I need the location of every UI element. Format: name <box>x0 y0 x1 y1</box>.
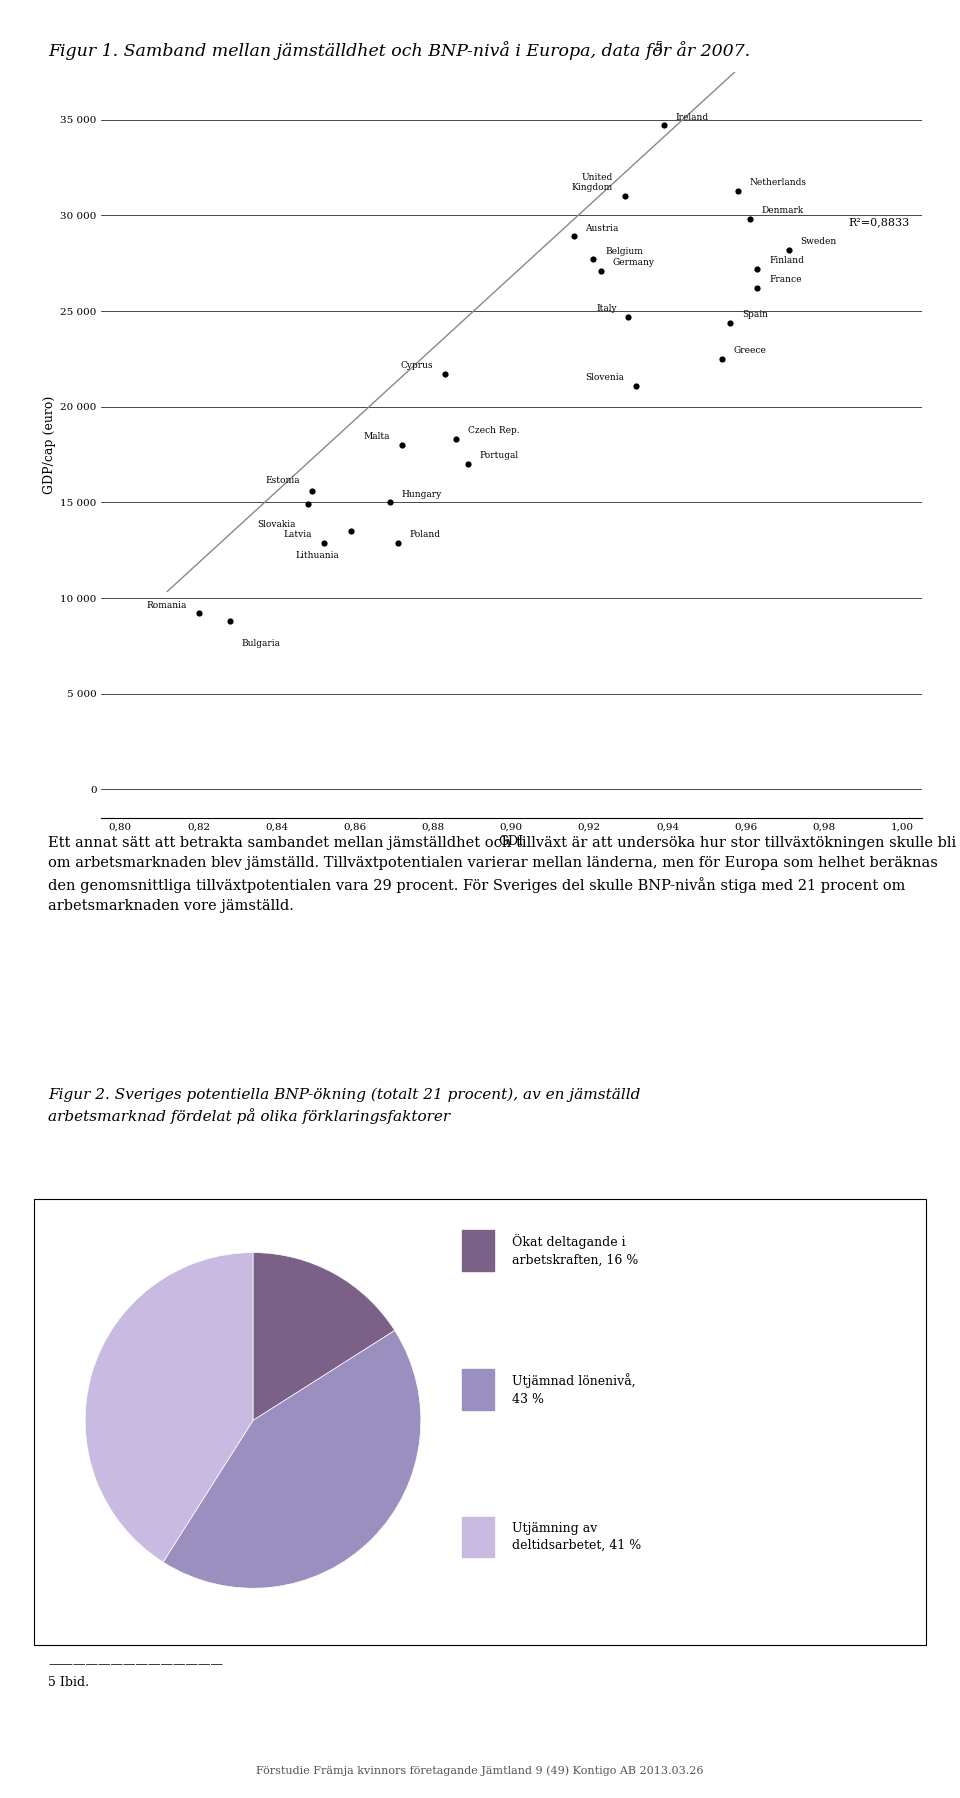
Text: France: France <box>769 275 802 284</box>
Text: Greece: Greece <box>734 345 767 354</box>
Text: Romania: Romania <box>147 601 187 610</box>
Point <box>750 255 765 284</box>
Point <box>586 245 601 273</box>
Point <box>656 111 671 140</box>
Text: Poland: Poland <box>410 530 441 539</box>
Point <box>566 223 582 252</box>
Point <box>382 487 397 516</box>
Point <box>395 432 410 460</box>
Text: Ireland: Ireland <box>676 113 708 122</box>
Text: Slovakia: Slovakia <box>257 520 297 529</box>
Point <box>191 599 206 628</box>
Text: Finland: Finland <box>769 255 804 264</box>
Text: Malta: Malta <box>364 432 390 441</box>
Point <box>344 516 359 545</box>
Text: Cyprus: Cyprus <box>400 361 433 370</box>
Text: Czech Rep.: Czech Rep. <box>468 426 519 435</box>
Text: Lithuania: Lithuania <box>296 550 339 559</box>
Text: Ett annat sätt att betrakta sambandet mellan jämställdhet och tillväxt är att un: Ett annat sätt att betrakta sambandet me… <box>48 836 956 913</box>
Wedge shape <box>163 1331 420 1588</box>
Wedge shape <box>85 1253 253 1562</box>
Point <box>222 606 237 635</box>
Text: Utjämnad lönenivå,
43 %: Utjämnad lönenivå, 43 % <box>513 1374 636 1406</box>
Text: 5: 5 <box>655 41 662 54</box>
Text: Ökat deltagande i
arbetskraften, 16 %: Ökat deltagande i arbetskraften, 16 % <box>513 1233 638 1266</box>
Text: Denmark: Denmark <box>761 207 804 216</box>
Point <box>750 273 765 302</box>
Point <box>304 476 320 505</box>
Text: Estonia: Estonia <box>266 476 300 485</box>
Text: Sweden: Sweden <box>801 237 837 246</box>
Text: Förstudie Främja kvinnors företagande Jämtland 9 (49) Kontigo AB 2013.03.26: Förstudie Främja kvinnors företagande Jä… <box>256 1766 704 1776</box>
Point <box>629 372 644 401</box>
Text: Germany: Germany <box>612 259 655 268</box>
Point <box>300 489 316 518</box>
Bar <box>462 1516 494 1557</box>
Text: Italy: Italy <box>596 304 616 313</box>
Text: Hungary: Hungary <box>402 489 442 498</box>
Text: Netherlands: Netherlands <box>750 178 806 187</box>
Point <box>617 182 633 210</box>
Text: Slovenia: Slovenia <box>586 372 625 381</box>
Bar <box>462 1230 494 1271</box>
Point <box>593 257 609 286</box>
Text: Spain: Spain <box>742 309 768 318</box>
Point <box>714 345 730 374</box>
Bar <box>462 1368 494 1410</box>
Text: R²=0,8833: R²=0,8833 <box>848 218 909 227</box>
Text: Bulgaria: Bulgaria <box>242 638 280 647</box>
Text: Portugal: Portugal <box>480 451 519 460</box>
Text: Latvia: Latvia <box>283 530 312 539</box>
Point <box>449 424 465 453</box>
Text: United
Kingdom: United Kingdom <box>571 173 612 192</box>
X-axis label: GDI: GDI <box>498 836 524 849</box>
Point <box>437 360 452 388</box>
Text: Austria: Austria <box>586 223 619 232</box>
Text: Utjämning av
deltidsarbetet, 41 %: Utjämning av deltidsarbetet, 41 % <box>513 1521 641 1552</box>
Point <box>781 236 797 264</box>
Y-axis label: GDP/cap (euro): GDP/cap (euro) <box>43 396 56 494</box>
Point <box>731 176 746 205</box>
Point <box>316 529 331 557</box>
Text: 5 Ibid.: 5 Ibid. <box>48 1676 89 1688</box>
Text: ——————————————: —————————————— <box>48 1658 223 1670</box>
Point <box>390 529 405 557</box>
Point <box>461 450 476 478</box>
Point <box>742 205 757 234</box>
Point <box>621 302 636 331</box>
Point <box>723 307 738 336</box>
Text: Figur 2. Sveriges potentiella BNP-ökning (totalt 21 procent), av en jämställd
ar: Figur 2. Sveriges potentiella BNP-ökning… <box>48 1088 640 1124</box>
Text: Belgium: Belgium <box>605 246 643 255</box>
Text: Figur 1. Samband mellan jämställdhet och BNP-nivå i Europa, data för år 2007.: Figur 1. Samband mellan jämställdhet och… <box>48 41 750 61</box>
Wedge shape <box>253 1253 395 1420</box>
